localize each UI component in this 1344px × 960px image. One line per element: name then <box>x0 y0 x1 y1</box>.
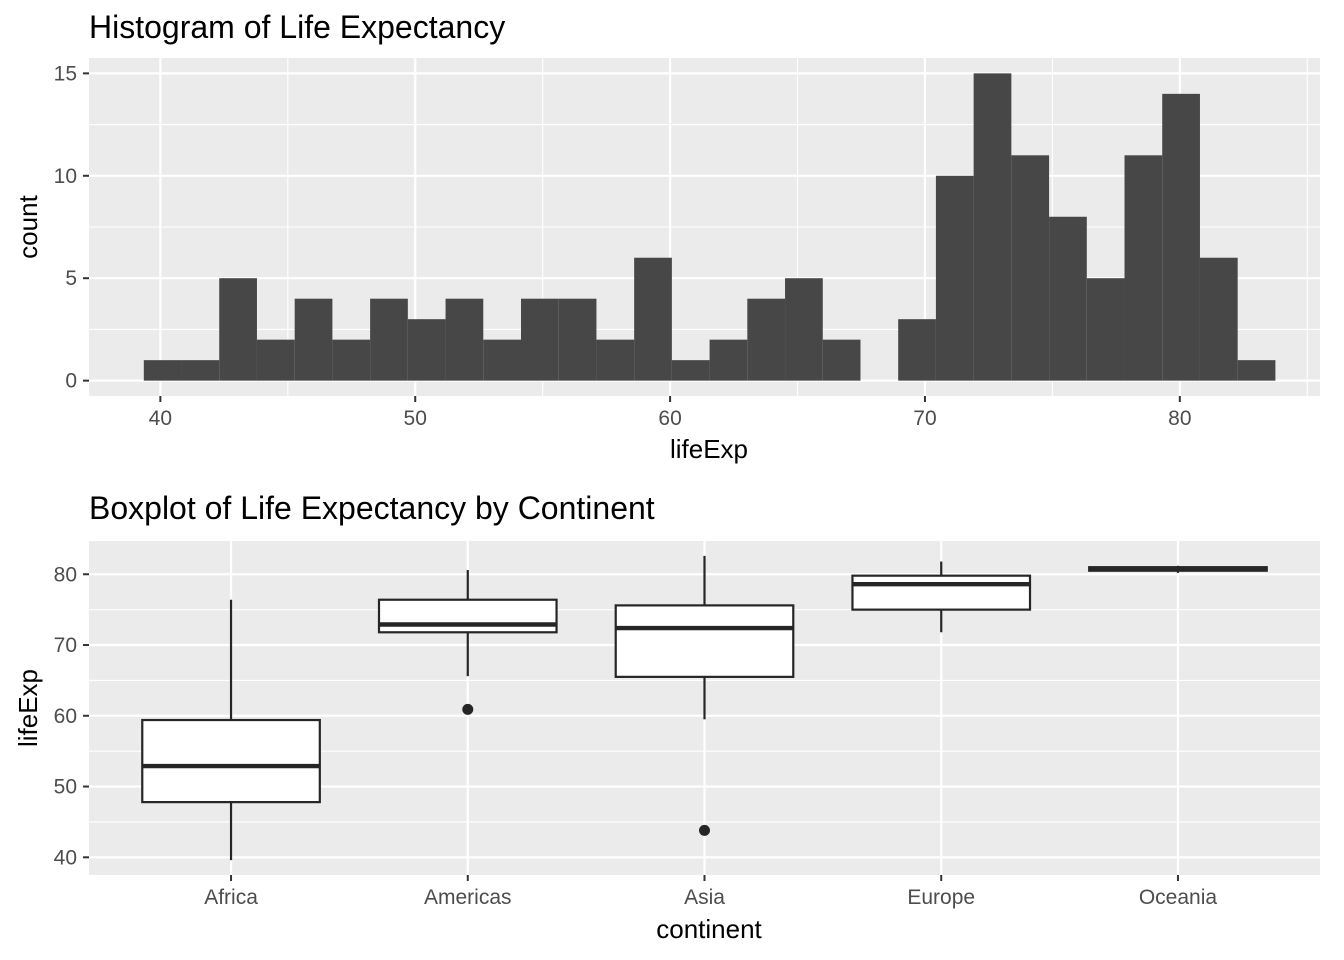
boxplot-y-axis-title: lifeExp <box>13 669 43 747</box>
histogram-bar <box>747 298 786 381</box>
histogram-bar <box>1086 278 1125 381</box>
histogram-bar <box>1049 216 1087 381</box>
histogram-bar <box>181 360 220 381</box>
histogram-bar <box>1199 257 1238 381</box>
histogram-y-tick-label: 10 <box>54 165 77 188</box>
boxplot-iqr-box <box>377 598 558 634</box>
boxplot-x-tick-label: Oceania <box>1139 886 1218 909</box>
histogram-bar <box>822 339 861 381</box>
boxplot-box-africa <box>141 599 321 861</box>
boxplot-boxes <box>141 555 1268 861</box>
histogram-bar <box>898 319 936 381</box>
histogram-y-axis-title: count <box>13 194 43 258</box>
histogram-y-tick-label: 5 <box>65 267 77 290</box>
histogram-bar <box>935 175 974 381</box>
histogram-bar <box>1237 360 1276 381</box>
histogram-bar <box>1011 155 1050 381</box>
histogram-bar <box>558 298 597 381</box>
histogram-bar <box>332 339 371 381</box>
boxplot-iqr-box <box>851 574 1032 611</box>
boxplot-iqr-box <box>141 718 321 804</box>
boxplot-y-tick-label: 80 <box>54 563 77 586</box>
histogram-x-tick-label: 70 <box>913 407 936 430</box>
histogram-bar <box>596 339 635 381</box>
histogram-y-tick-label: 0 <box>65 370 77 393</box>
boxplot-outlier-point <box>462 703 474 715</box>
boxplot-iqr-box <box>614 604 795 678</box>
histogram-y-tick-label: 15 <box>54 62 77 85</box>
histogram-axes: 40 50 60 70 80 0 5 10 15 <box>54 62 1192 430</box>
boxplot-x-axis-title: continent <box>656 914 762 944</box>
histogram-bar <box>671 360 710 381</box>
boxplot-x-tick-label: Africa <box>204 886 258 909</box>
histogram-chart: Histogram of Life Expectancy 40 50 60 70 80 0… <box>13 9 1320 464</box>
histogram-x-axis-title: lifeExp <box>670 434 748 464</box>
histogram-bar <box>370 298 408 381</box>
boxplot-box-asia <box>614 555 795 836</box>
histogram-bar <box>294 298 333 381</box>
histogram-bar <box>1162 93 1200 381</box>
histogram-bar <box>407 319 446 381</box>
histogram-bar <box>709 339 748 381</box>
boxplot-x-tick-label: Americas <box>424 886 512 909</box>
boxplot-outlier-point <box>699 824 710 836</box>
histogram-title: Histogram of Life Expectancy <box>89 9 505 45</box>
histogram-bar <box>256 339 295 381</box>
histogram-bar <box>973 73 1012 381</box>
histogram-bar <box>219 278 257 381</box>
histogram-bar <box>1124 155 1163 381</box>
histogram-bar <box>483 339 521 381</box>
histogram-bar <box>785 278 823 381</box>
boxplot-axes: 40 50 60 70 80 Africa Americas Asia Europe Oceani… <box>54 563 1218 909</box>
boxplot-y-tick-label: 40 <box>54 846 77 869</box>
histogram-bar <box>520 298 559 381</box>
histogram-bar <box>634 257 672 381</box>
boxplot-title: Boxplot of Life Expectancy by Continent <box>89 490 655 526</box>
boxplot-box-americas <box>377 570 558 715</box>
boxplot-y-tick-label: 70 <box>54 634 77 657</box>
boxplot-x-tick-label: Europe <box>907 886 975 909</box>
histogram-x-tick-label: 50 <box>404 407 427 430</box>
histogram-x-tick-label: 60 <box>658 407 681 430</box>
boxplot-box-europe <box>851 561 1032 633</box>
histogram-x-tick-label: 80 <box>1168 407 1191 430</box>
histogram-bars <box>143 73 1276 381</box>
histogram-bar <box>143 360 182 381</box>
histogram-x-tick-label: 40 <box>149 407 172 430</box>
boxplot-box-oceania <box>1088 565 1268 573</box>
boxplot-y-tick-label: 60 <box>54 705 77 728</box>
histogram-bar <box>445 298 484 381</box>
boxplot-x-tick-label: Asia <box>684 886 725 909</box>
boxplot-y-tick-label: 50 <box>54 776 77 799</box>
boxplot-chart: Boxplot of Life Expectancy by Continent … <box>13 490 1320 944</box>
